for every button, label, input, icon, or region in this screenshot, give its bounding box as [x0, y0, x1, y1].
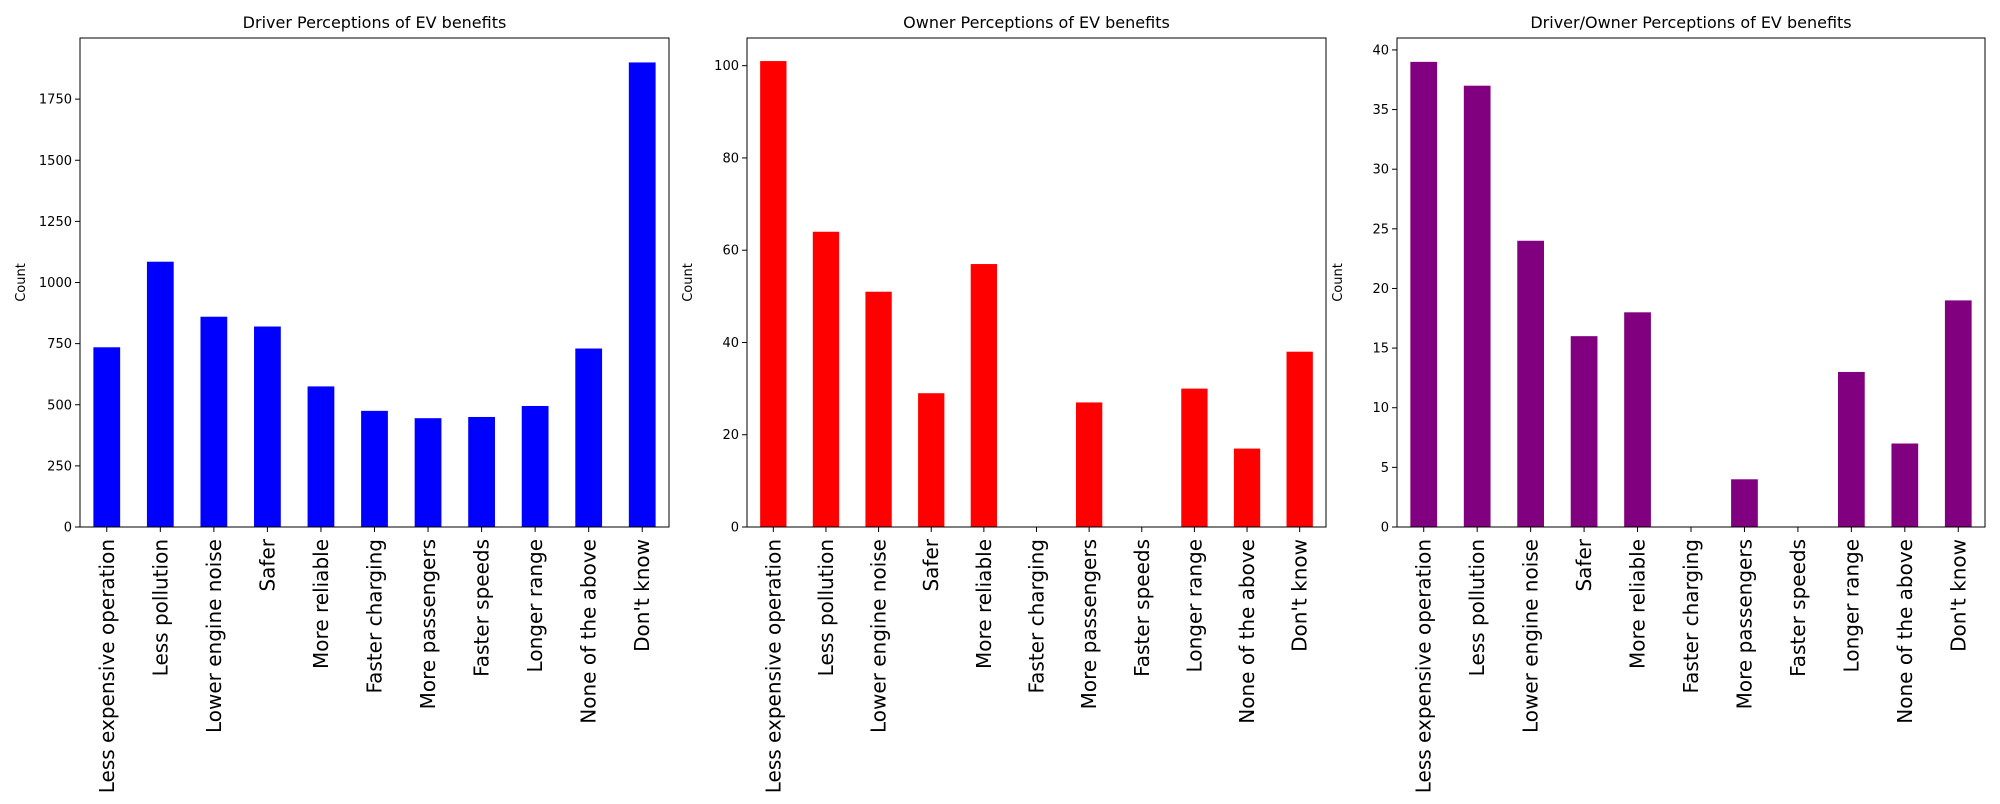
y-axis-label: Count	[1331, 263, 1346, 302]
bar	[146, 261, 174, 527]
bar	[865, 291, 892, 527]
chart-title: Driver/Owner Perceptions of EV benefits	[1530, 13, 1851, 32]
bar	[760, 61, 787, 527]
y-tick-label: 15	[1372, 342, 1389, 357]
chart-panel-1: Driver Perceptions of EV benefits Count 0 2…	[14, 13, 670, 793]
y-tick-label: 750	[47, 337, 72, 352]
y-tick-label: 1500	[39, 154, 72, 169]
x-tick-label: Safer	[255, 538, 279, 591]
y-tick-label: 60	[722, 244, 739, 259]
y-tick-label: 1250	[39, 215, 72, 230]
chart-title: Owner Perceptions of EV benefits	[903, 13, 1170, 32]
y-axis-label: Count	[681, 263, 696, 302]
bar	[307, 386, 335, 527]
y-tick-label: 20	[1372, 282, 1389, 297]
y-tick-label: 30	[1372, 163, 1389, 178]
y-tick-label: 40	[1372, 43, 1389, 58]
bar	[1570, 336, 1598, 527]
x-tick-label: More passengers	[416, 539, 440, 709]
bar	[468, 416, 495, 527]
plot-frame	[79, 37, 670, 528]
y-tick-label: 0	[1381, 521, 1389, 536]
bar	[1731, 479, 1758, 527]
y-tick-label: 35	[1372, 103, 1389, 118]
y-tick-label: 1750	[39, 93, 72, 108]
bar	[361, 410, 388, 527]
x-tick-label: Faster charging	[363, 539, 387, 694]
x-tick-label: Less pollution	[148, 539, 172, 676]
x-tick-label: Don't know	[1288, 539, 1312, 652]
x-tick-label: Lower engine noise	[867, 539, 891, 733]
plot-frame	[1396, 37, 1986, 528]
y-tick-label: 5	[1381, 461, 1389, 476]
x-tick-label: More reliable	[1626, 539, 1650, 669]
chart-panel-3: Driver/Owner Perceptions of EV benefits C…	[1331, 13, 1986, 793]
bar	[521, 405, 549, 527]
bar	[1075, 402, 1103, 527]
x-tick-label: More passengers	[1732, 539, 1756, 709]
y-tick-label: 80	[722, 151, 739, 166]
y-tick-label: 500	[47, 398, 72, 413]
plot-frame	[746, 37, 1327, 528]
x-tick-label: Less expensive operation	[95, 539, 119, 793]
x-tick-label: Lower engine noise	[1519, 539, 1543, 733]
bar	[1410, 61, 1438, 527]
bar	[1944, 300, 1972, 527]
x-tick-label: Faster speeds	[1786, 539, 1810, 677]
x-tick-label: Faster speeds	[1130, 539, 1154, 677]
x-tick-label: Less expensive operation	[1412, 539, 1436, 793]
bar	[93, 347, 121, 527]
y-tick-label: 10	[1372, 401, 1389, 416]
bar	[970, 264, 998, 527]
y-tick-label: 40	[722, 336, 739, 351]
x-tick-label: Lower engine noise	[202, 539, 226, 733]
x-tick-label: Don't know	[630, 539, 654, 652]
bar	[575, 348, 603, 527]
y-axis-label: Count	[14, 263, 29, 302]
x-tick-label: Less expensive operation	[761, 539, 785, 793]
x-tick-label: None of the above	[577, 539, 601, 724]
y-tick-label: 250	[47, 459, 72, 474]
bar	[1233, 448, 1261, 527]
x-tick-label: Faster charging	[1025, 539, 1049, 694]
chart-title: Driver Perceptions of EV benefits	[243, 13, 507, 32]
x-tick-label: More reliable	[972, 539, 996, 669]
x-tick-label: Less pollution	[1465, 539, 1489, 676]
chart-panel-2: Owner Perceptions of EV benefits Count 0 20…	[681, 13, 1327, 793]
x-tick-label: More reliable	[309, 539, 333, 669]
y-tick-label: 1000	[39, 276, 72, 291]
x-tick-label: Longer range	[1182, 539, 1206, 672]
bar	[812, 231, 840, 528]
bar	[1891, 443, 1919, 527]
x-tick-label: Faster speeds	[470, 539, 494, 677]
bar	[1181, 388, 1208, 527]
bar	[1838, 371, 1865, 527]
x-tick-label: None of the above	[1893, 539, 1917, 724]
x-tick-label: Don't know	[1946, 539, 1970, 652]
y-tick-label: 20	[722, 428, 739, 443]
x-tick-label: Safer	[1572, 538, 1596, 591]
x-tick-label: Safer	[919, 538, 943, 591]
bar	[1517, 240, 1544, 527]
x-tick-label: Faster charging	[1679, 539, 1703, 694]
y-tick-label: 25	[1372, 222, 1389, 237]
bar	[414, 418, 442, 527]
x-tick-label: None of the above	[1235, 539, 1259, 724]
bar	[254, 326, 281, 527]
y-tick-label: 0	[64, 521, 72, 536]
x-tick-label: Longer range	[523, 539, 547, 672]
x-tick-label: Longer range	[1839, 539, 1863, 672]
x-tick-label: More passengers	[1077, 539, 1101, 709]
y-tick-label: 0	[731, 521, 739, 536]
bar	[628, 62, 656, 527]
bar	[1463, 85, 1491, 528]
x-tick-label: Less pollution	[814, 539, 838, 676]
y-tick-label: 100	[714, 59, 739, 74]
bar	[1624, 312, 1651, 527]
bar	[200, 316, 228, 527]
bar	[918, 393, 945, 527]
bar	[1286, 351, 1313, 527]
